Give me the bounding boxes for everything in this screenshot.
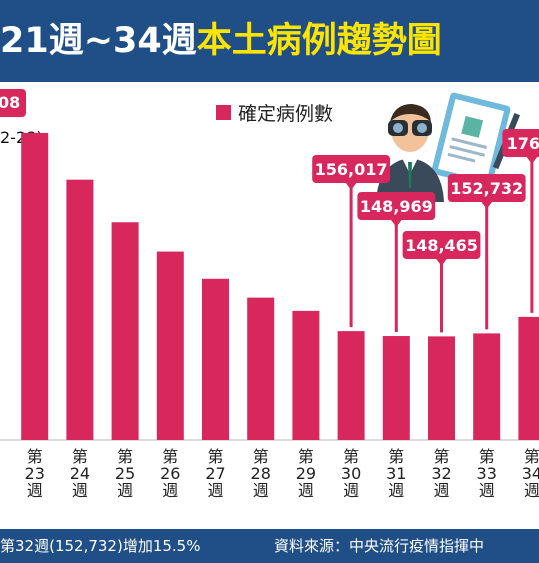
callout-pointer-8 — [345, 182, 358, 190]
x-tick-label-2-0: 第 — [72, 447, 88, 466]
legend: 確定病例數 — [216, 99, 333, 126]
x-tick-label-12-2: 週 — [524, 481, 539, 500]
data-label-callout-11: 152,732 — [447, 174, 526, 330]
data-label-callout-10: 148,465 — [402, 231, 481, 333]
data-label-11: 152,732 — [450, 179, 523, 198]
x-tick-label-3-0: 第 — [117, 447, 133, 466]
bar-11 — [473, 333, 501, 440]
clipboard-icon — [431, 92, 521, 188]
data-label-callout-12: 176,4 — [502, 129, 539, 313]
x-tick-label-5-0: 第 — [207, 447, 223, 466]
x-tick-label-7-0: 第 — [298, 447, 314, 466]
chart-title: 21週~34週本土病例趨勢圖 — [0, 0, 442, 82]
businessman-binoculars-illustration — [376, 92, 521, 202]
bar-4 — [156, 251, 184, 440]
legend-swatch — [216, 105, 231, 120]
x-tick-label-8-2: 週 — [343, 481, 359, 500]
x-tick-label-9-2: 週 — [388, 481, 404, 500]
x-tick-label-9-0: 第 — [388, 447, 404, 466]
x-tick-label-1-2: 週 — [27, 481, 43, 500]
callout-box-11 — [447, 174, 526, 202]
bar-7 — [292, 310, 320, 440]
title-weeks: 21週~34週 — [0, 21, 197, 61]
callout-box-10 — [402, 231, 481, 259]
callout-box-8 — [312, 155, 390, 183]
x-tick-label-7-1: 29 — [296, 464, 316, 483]
data-label-8: 156,017 — [315, 160, 388, 179]
data-label-callout-9: 148,969 — [357, 192, 436, 333]
x-tick-label-7-2: 週 — [298, 481, 314, 500]
legend-label: 確定病例數 — [238, 103, 334, 125]
x-tick-label-11-0: 第 — [479, 447, 495, 466]
x-tick-label-4-1: 26 — [160, 464, 180, 483]
data-label-9: 148,969 — [360, 197, 433, 216]
footer-bar: 第32週(152,732)增加15.5% 資料來源：中央流行疫情指揮中 — [0, 529, 539, 563]
x-tick-label-4-0: 第 — [162, 447, 178, 466]
x-tick-label-10-1: 32 — [431, 464, 451, 483]
x-tick-label-8-1: 30 — [341, 464, 361, 483]
callout-pointer-11 — [480, 201, 493, 209]
top-left-value-label: 08 — [0, 89, 27, 117]
x-tick-label-12-0: 第 — [524, 447, 539, 466]
bar-12 — [518, 316, 539, 440]
data-label-12: 176,4 — [507, 134, 539, 153]
bar-1 — [21, 132, 49, 440]
callout-box-12 — [502, 129, 539, 157]
bar-10 — [428, 336, 455, 440]
x-tick-label-6-0: 第 — [253, 447, 269, 466]
x-tick-label-12-1: 34 — [522, 464, 539, 483]
x-tick-label-3-2: 週 — [117, 481, 133, 500]
x-tick-label-6-1: 28 — [251, 464, 271, 483]
callout-box-9 — [357, 192, 436, 220]
callout-pointer-9 — [390, 219, 403, 227]
header-banner: 21週~34週本土病例趨勢圖 — [0, 0, 539, 82]
x-tick-label-10-0: 第 — [433, 447, 449, 466]
x-tick-label-1-1: 23 — [25, 464, 45, 483]
bar-5 — [202, 278, 229, 440]
bar-chart: 2第23週第24週第25週第26週第27週第28週第29週第30週第31週第32… — [0, 129, 539, 500]
bar-2 — [66, 179, 94, 440]
data-label-callout-8: 156,017 — [312, 155, 390, 328]
data-label-10: 148,465 — [405, 236, 478, 255]
callout-pointer-12 — [525, 156, 538, 164]
x-tick-label-5-2: 週 — [207, 481, 223, 500]
footer-source: 資料來源：中央流行疫情指揮中 — [274, 537, 485, 555]
x-tick-label-2-2: 週 — [72, 481, 88, 500]
x-tick-label-8-0: 第 — [343, 447, 359, 466]
x-tick-label-3-1: 25 — [115, 464, 135, 483]
x-tick-label-11-1: 33 — [477, 464, 497, 483]
bar-3 — [111, 222, 139, 440]
x-tick-label-1-0: 第 — [27, 447, 43, 466]
x-tick-label-11-2: 週 — [479, 481, 495, 500]
x-tick-label-6-2: 週 — [253, 481, 269, 500]
bar-6 — [247, 297, 275, 440]
title-main: 本土病例趨勢圖 — [196, 21, 442, 61]
bar-9 — [382, 336, 410, 440]
callout-pointer-10 — [435, 258, 448, 266]
bar-8 — [337, 331, 365, 440]
footer-note: 第32週(152,732)增加15.5% — [0, 537, 201, 555]
x-tick-label-4-2: 週 — [162, 481, 178, 500]
x-tick-label-2-1: 24 — [70, 464, 90, 483]
x-tick-label-5-1: 27 — [205, 464, 225, 483]
businessman-icon — [376, 104, 444, 202]
x-tick-label-9-1: 31 — [386, 464, 406, 483]
x-tick-label-10-2: 週 — [433, 481, 449, 500]
